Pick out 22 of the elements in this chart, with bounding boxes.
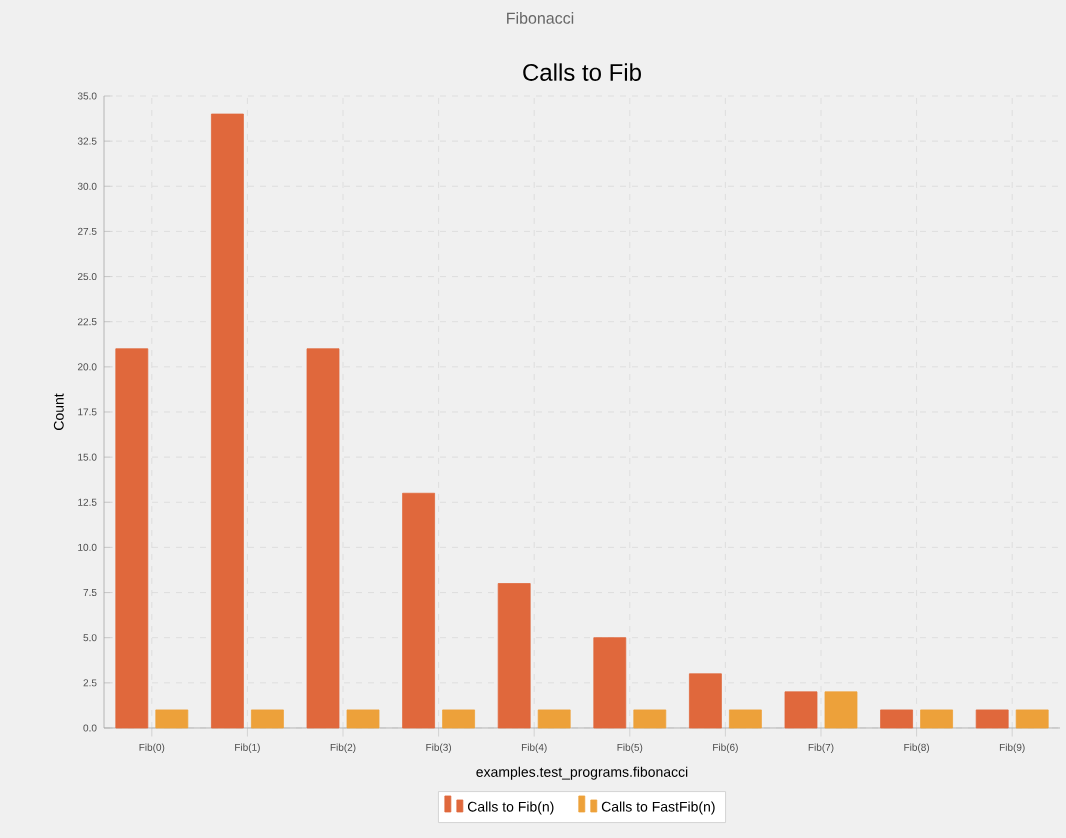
text: Fibonacci [507,12,574,24]
bar [784,691,818,729]
bar [211,113,244,729]
bar [115,348,149,729]
bar [633,709,667,729]
chart-title: Calls to Fib [523,63,641,81]
bar [975,709,1009,729]
bar [497,583,531,729]
bar [824,691,858,729]
bar [306,348,340,729]
bar [346,709,380,729]
bar [155,709,189,729]
bar [251,709,284,729]
bar [442,709,475,729]
bar [920,709,953,729]
bar [689,673,722,729]
bar [729,709,762,729]
bar [593,637,627,729]
bar [880,709,913,729]
bar [1015,709,1049,729]
bar [402,492,435,729]
bar [537,709,571,729]
